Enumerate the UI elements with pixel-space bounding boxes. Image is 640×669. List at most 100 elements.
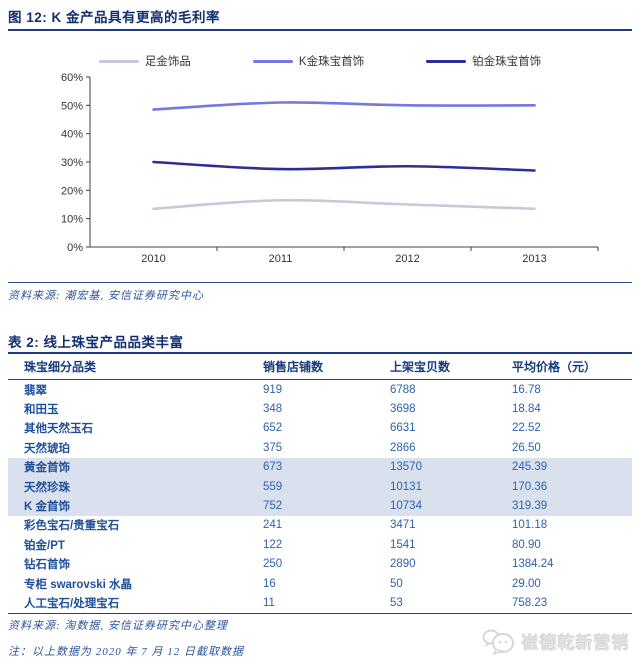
chart-legend: 足金饰品 K金珠宝首饰 铂金珠宝首饰 (0, 53, 640, 69)
legend-line-swatch (98, 59, 139, 63)
watermark-text: 崔德乾新营销 (522, 633, 630, 653)
table-row: 天然琥珀 375 2866 26.50 (8, 438, 632, 457)
table-row: K 金首饰 752 10734 319.39 (8, 496, 632, 516)
cell-category: 专柜 swarovski 水晶 (24, 578, 133, 591)
table-header: 珠宝细分品类 销售店铺数 上架宝贝数 平均价格（元） (8, 354, 632, 380)
table-title-underline (8, 352, 632, 354)
x-tick-label: 2013 (522, 253, 546, 265)
table-row: 翡翠 919 6788 16.78 (8, 380, 632, 400)
cell-value: 559 (263, 480, 283, 493)
legend-item-2: 铂金珠宝首饰 (426, 53, 541, 69)
cell-category: 天然琥珀 (24, 442, 70, 455)
y-tick-label: 30% (61, 157, 83, 169)
cell-value: 348 (263, 403, 283, 416)
table-header-row: 珠宝细分品类 销售店铺数 上架宝贝数 平均价格（元） (8, 354, 632, 380)
table-row: 天然珍珠 559 10131 170.36 (8, 476, 632, 497)
column-header-2: 上架宝贝数 (390, 354, 512, 380)
cell-value: 1541 (390, 538, 416, 551)
cell-value: 652 (263, 422, 283, 435)
cell-value: 122 (263, 538, 283, 551)
table-row: 彩色宝石/贵重宝石 241 3471 101.18 (8, 516, 632, 535)
figure-source: 资料来源: 潮宏基, 安信证券研究中心 (8, 290, 204, 302)
table-row: 钻石首饰 250 2890 1384.24 (8, 555, 632, 574)
cell-value: 13570 (390, 461, 422, 474)
cell-value: 6788 (390, 383, 416, 396)
line-chart: 0% 10% 20% 30% 40% 50% 60% 2010 2011 2012 2013 (61, 72, 599, 265)
cell-value: 319.39 (512, 500, 548, 513)
cell-value: 18.84 (512, 403, 541, 416)
cell-value: 3698 (390, 403, 416, 416)
table-body: 翡翠 919 6788 16.78 和田玉 348 3698 18.84 其他天然玉石 652 66… (8, 380, 632, 614)
table-row: 人工宝石/处理宝石 11 53 758.23 (8, 593, 632, 613)
cell-value: 375 (263, 441, 283, 454)
cell-value: 6631 (390, 422, 416, 435)
legend-item-1: K金珠宝首饰 (252, 53, 365, 69)
legend-label: 足金饰品 (144, 56, 191, 68)
x-tick-label: 2012 (395, 253, 419, 265)
cell-category: 钻石首饰 (24, 559, 70, 572)
y-tick-label: 60% (61, 72, 83, 84)
y-tick-label: 10% (61, 214, 83, 226)
table-title: 表 2: 线上珠宝产品品类丰富 (8, 335, 184, 350)
cell-value: 50 (390, 577, 403, 590)
table-row: 黄金首饰 673 13570 245.39 (8, 457, 632, 477)
legend-label: K金珠宝首饰 (298, 56, 365, 68)
series-line-1 (152, 101, 536, 111)
cell-category: 其他天然玉石 (24, 423, 93, 436)
column-header-3: 平均价格（元） (512, 354, 632, 380)
y-tick-label: 50% (61, 100, 83, 112)
cell-value: 245.39 (512, 461, 548, 474)
figure-source-divider (8, 282, 632, 283)
cell-value: 11 (263, 596, 275, 609)
cell-value: 2866 (390, 441, 416, 454)
figure-title: 图 12: K 金产品具有更高的毛利率 (8, 10, 221, 25)
cell-value: 53 (390, 596, 403, 609)
cell-value: 673 (263, 461, 283, 474)
cell-category: 人工宝石/处理宝石 (24, 597, 120, 610)
cell-value: 16 (263, 577, 276, 590)
y-tick-label: 0% (67, 242, 83, 254)
y-tick-label: 20% (61, 185, 83, 197)
cell-value: 10734 (390, 500, 422, 513)
cell-value: 170.36 (512, 480, 548, 493)
cell-value: 919 (263, 383, 283, 396)
table-row: 铂金/PT 122 1541 80.90 (8, 535, 632, 554)
legend-line-swatch (426, 59, 467, 63)
cell-value: 80.90 (512, 538, 541, 551)
cell-category: K 金首饰 (24, 501, 70, 514)
cell-value: 101.18 (512, 519, 548, 532)
figure-title-underline (8, 29, 632, 31)
cell-category: 和田玉 (24, 404, 59, 417)
cell-value: 22.52 (512, 422, 541, 435)
cell-value: 758.23 (512, 596, 548, 609)
watermark: 崔德乾新营销 (482, 627, 630, 655)
x-tick-label: 2010 (141, 253, 165, 265)
cell-value: 2890 (390, 558, 416, 571)
legend-line-swatch (252, 59, 293, 63)
table-row: 和田玉 348 3698 18.84 (8, 399, 632, 418)
cell-value: 1384.24 (512, 558, 554, 571)
column-header-0: 珠宝细分品类 (8, 354, 263, 380)
series-line-2 (152, 160, 536, 172)
cell-value: 3471 (390, 519, 416, 532)
cell-value: 29.00 (512, 577, 541, 590)
cell-category: 翡翠 (24, 384, 47, 397)
cell-value: 241 (263, 519, 283, 532)
legend-label: 铂金珠宝首饰 (472, 56, 542, 68)
jewelry-category-table: 珠宝细分品类 销售店铺数 上架宝贝数 平均价格（元） 翡翠 919 6788 16.78 和田… (8, 354, 632, 614)
table-row: 专柜 swarovski 水晶 16 50 29.00 (8, 574, 632, 593)
cell-category: 黄金首饰 (24, 462, 70, 475)
y-tick-label: 40% (61, 129, 83, 141)
cell-value: 16.78 (512, 383, 541, 396)
cell-category: 彩色宝石/贵重宝石 (24, 520, 120, 533)
x-tick-label: 2011 (269, 253, 293, 265)
cell-value: 250 (263, 558, 283, 571)
cell-value: 10131 (390, 480, 422, 493)
table-source: 资料来源: 淘数据, 安信证券研究中心整理 (8, 620, 228, 632)
chat-bubbles-icon (482, 629, 514, 655)
table-note: 注：以上数据为 2020 年 7 月 12 日截取数据 (8, 646, 244, 658)
column-header-1: 销售店铺数 (263, 354, 390, 380)
cell-value: 26.50 (512, 441, 541, 454)
legend-item-0: 足金饰品 (98, 53, 191, 69)
